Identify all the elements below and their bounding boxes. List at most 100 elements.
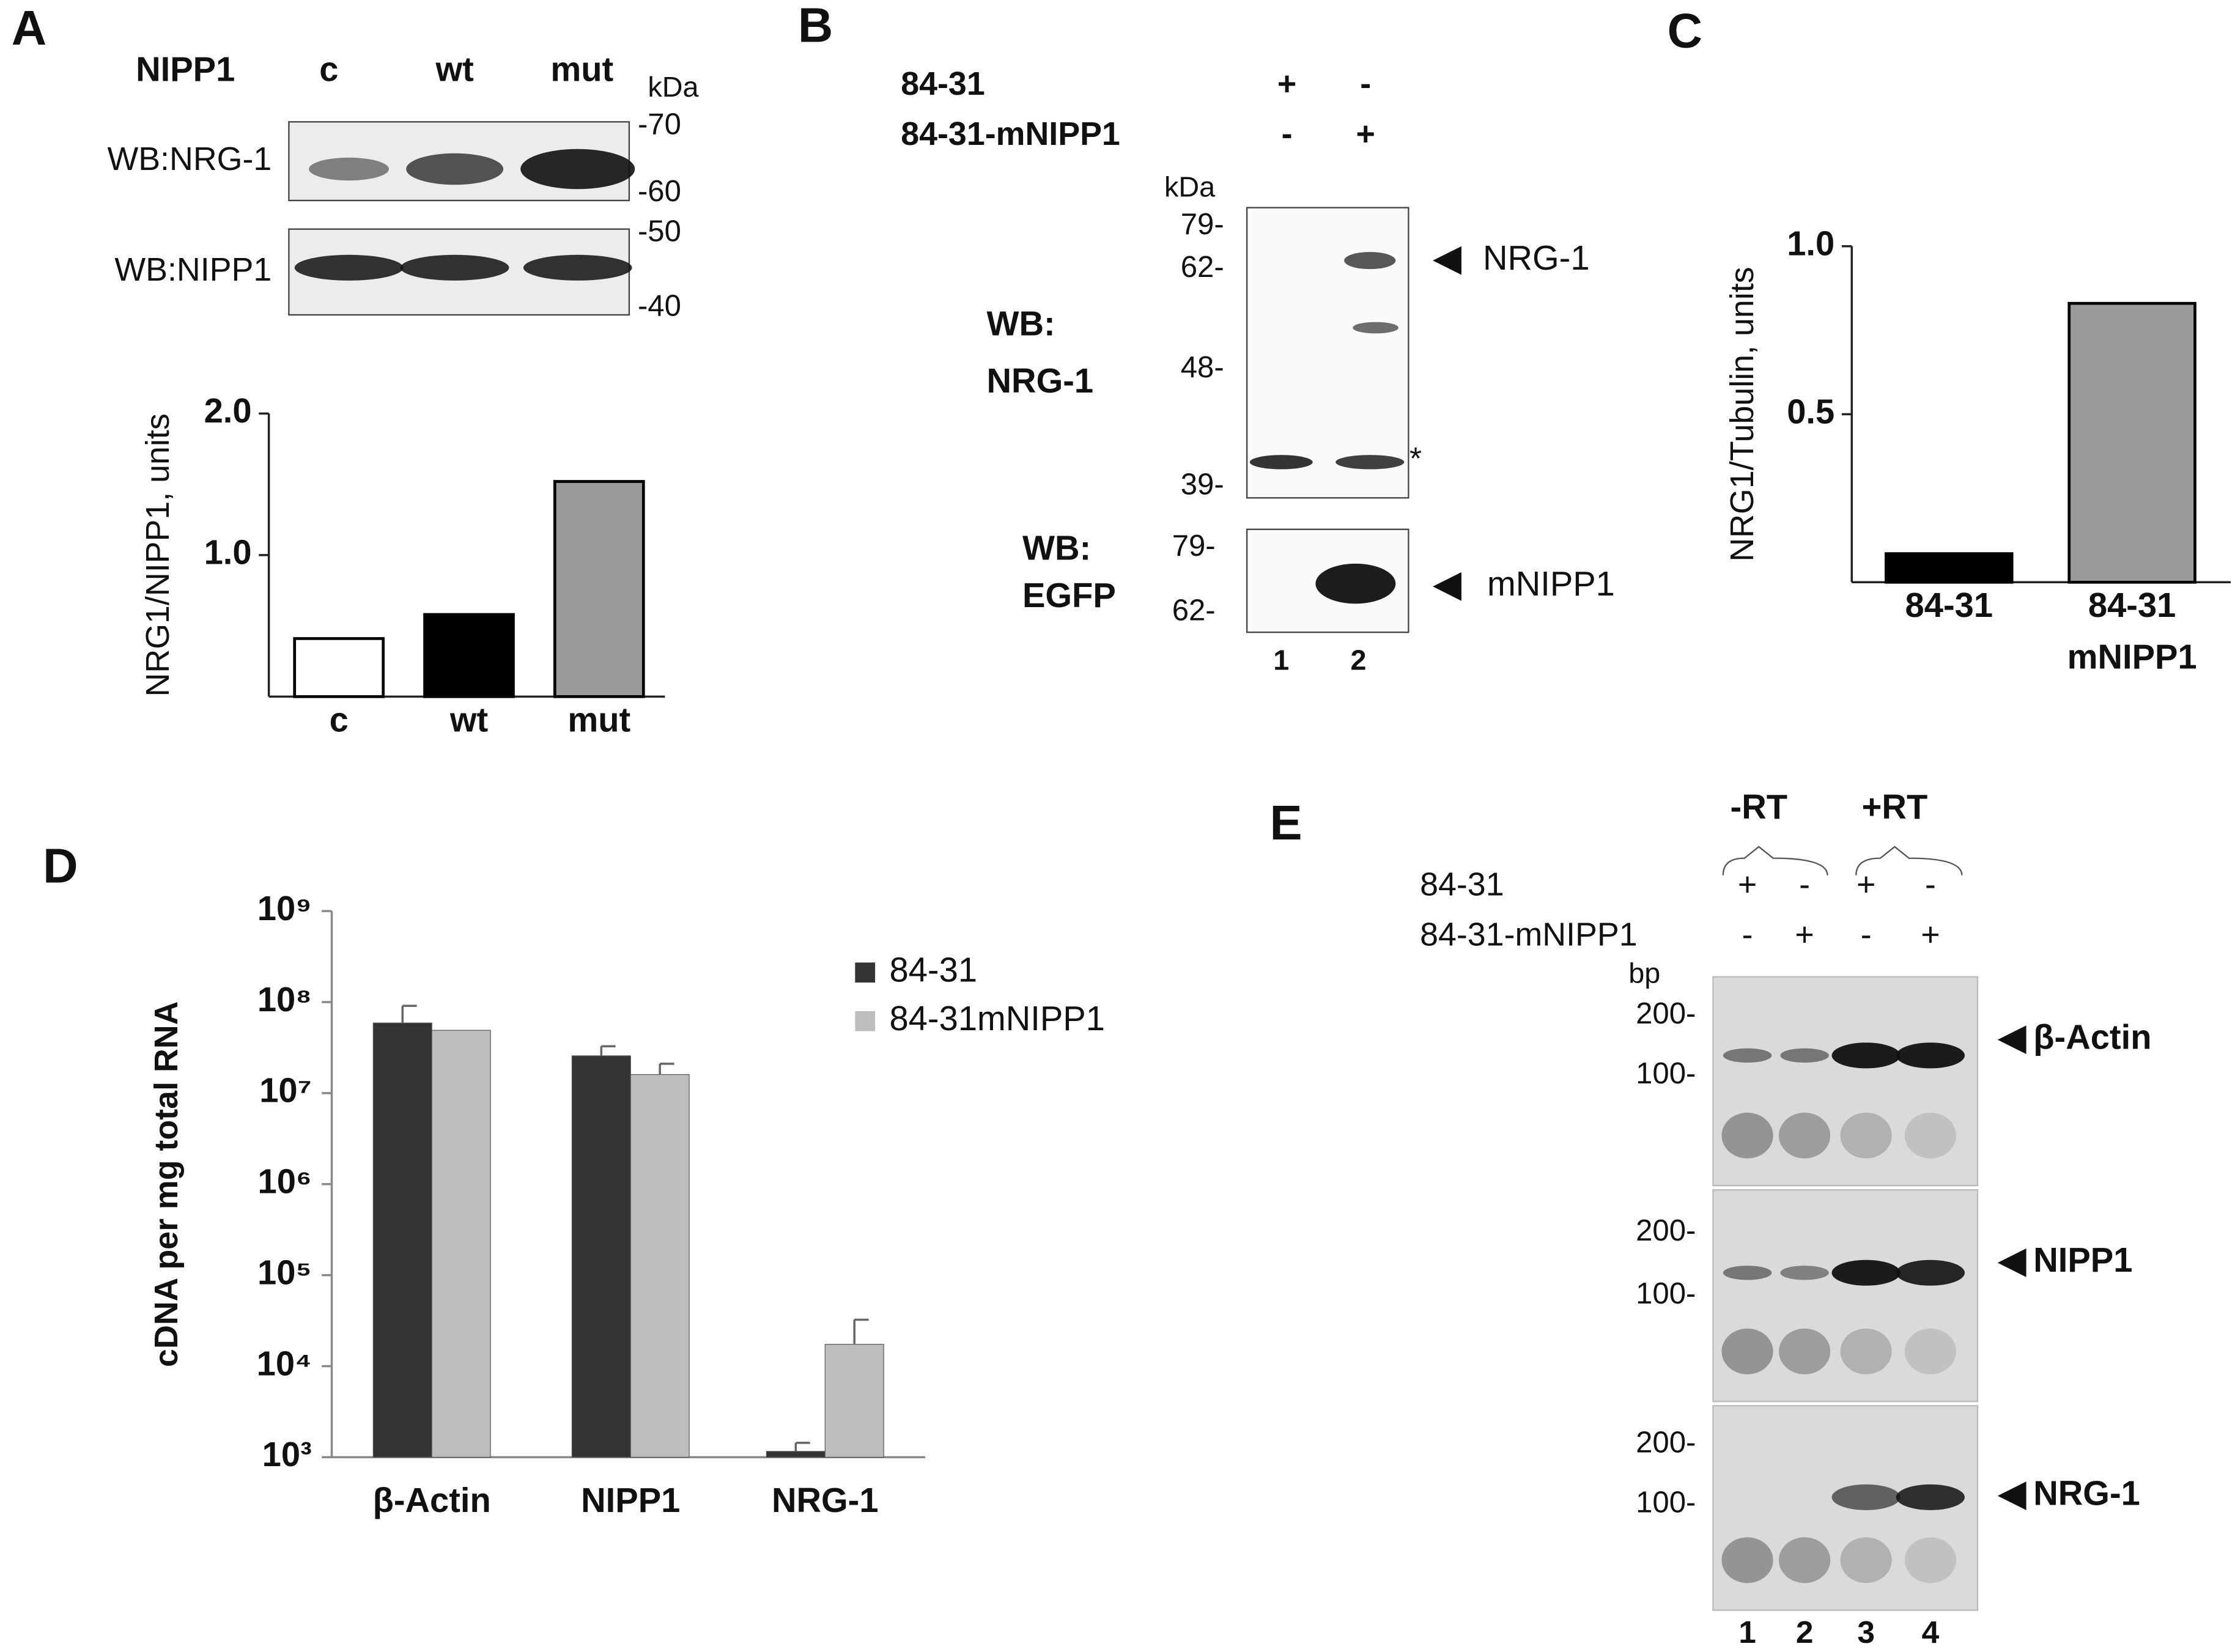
primer-dimer xyxy=(1779,1112,1831,1159)
row-label: 84-31-mNIPP1 xyxy=(1420,916,1638,953)
sign: - xyxy=(1742,916,1753,953)
marker-label: 48- xyxy=(1181,351,1224,384)
brace xyxy=(1722,846,1828,876)
bar xyxy=(1885,552,2014,584)
legend-swatch xyxy=(855,962,876,983)
panel-letter: A xyxy=(12,1,46,55)
arrow-label: NRG-1 xyxy=(1483,238,1590,277)
band xyxy=(1780,1048,1829,1063)
y-tick-label: 10⁸ xyxy=(257,980,312,1019)
y-tick-label: 10⁴ xyxy=(257,1344,312,1382)
bar xyxy=(824,1344,884,1458)
marker-label: 200- xyxy=(1636,997,1696,1030)
arrow xyxy=(1997,1248,2026,1277)
band xyxy=(1896,1484,1965,1510)
band xyxy=(1896,1042,1965,1069)
marker-label: 79- xyxy=(1172,529,1216,562)
blot-label: EGFP xyxy=(1022,576,1116,614)
error-bar xyxy=(794,1442,810,1451)
error-bar xyxy=(401,1005,417,1023)
bar xyxy=(372,1022,432,1458)
lane-label: 2 xyxy=(1351,644,1367,676)
band xyxy=(1831,1042,1901,1069)
blot-label: WB:NRG-1 xyxy=(107,141,272,177)
error-bar xyxy=(600,1045,616,1056)
marker-label: -60 xyxy=(638,175,681,208)
y-tick-label: 2.0 xyxy=(204,391,252,430)
x-tick-label: NRG-1 xyxy=(772,1481,879,1519)
sign: - xyxy=(1925,866,1936,903)
y-tick-label: 10⁵ xyxy=(257,1253,312,1291)
x-tick-label: wt xyxy=(449,700,488,739)
x-tick-label: β-Actin xyxy=(373,1481,491,1519)
band xyxy=(1315,563,1396,604)
lane-label: 1 xyxy=(1738,1614,1756,1650)
primer-dimer xyxy=(1721,1328,1773,1374)
sign: + xyxy=(1738,866,1757,903)
marker-label: 79- xyxy=(1181,208,1224,241)
bar xyxy=(423,613,515,698)
brace xyxy=(1855,846,1963,876)
y-axis-label: NRG1/Tubulin, units xyxy=(1724,267,1760,561)
legend-swatch xyxy=(855,1011,876,1031)
lane-label: 4 xyxy=(1922,1614,1940,1650)
bar xyxy=(431,1030,491,1458)
band xyxy=(406,153,504,185)
band xyxy=(1831,1259,1901,1286)
marker-label: 100- xyxy=(1636,1486,1696,1519)
band xyxy=(1780,1266,1829,1280)
y-axis-label: NRG1/NIPP1, units xyxy=(139,413,176,696)
lane-label: 3 xyxy=(1857,1614,1875,1650)
y-tick-label: 1.0 xyxy=(1787,224,1834,263)
sign: + xyxy=(1277,65,1296,102)
arrow-label: NRG-1 xyxy=(2033,1473,2140,1512)
unit-label: kDa xyxy=(648,71,698,103)
y-tick-label: 10⁹ xyxy=(257,889,312,927)
x-tick-label: c xyxy=(330,700,349,739)
band xyxy=(1249,455,1313,470)
blot-label: WB:NIPP1 xyxy=(114,251,272,288)
primer-dimer xyxy=(1721,1112,1773,1159)
unit-label: bp xyxy=(1628,957,1660,989)
y-tick-label: 10⁶ xyxy=(258,1162,312,1201)
arrow-label: β-Actin xyxy=(2033,1017,2151,1056)
lane-label: wt xyxy=(435,50,473,88)
marker-label: 100- xyxy=(1636,1057,1696,1090)
y-tick-label: 10⁷ xyxy=(259,1071,312,1110)
blot-label: WB: xyxy=(987,304,1055,343)
band xyxy=(523,254,632,281)
y-axis-label: cDNA per mg total RNA xyxy=(148,1001,185,1367)
sign: - xyxy=(1861,916,1872,953)
error-bar xyxy=(853,1318,869,1344)
sign: - xyxy=(1360,65,1371,102)
band xyxy=(294,254,404,281)
marker-label: 62- xyxy=(1181,251,1224,284)
sign: + xyxy=(1356,116,1375,152)
x-tick-label: mNIPP1 xyxy=(2067,637,2197,676)
lane-label: mut xyxy=(550,50,613,88)
blot-label: NRG-1 xyxy=(987,361,1094,400)
x-tick-label: 84-31 xyxy=(2088,586,2176,624)
primer-dimer xyxy=(1904,1328,1957,1374)
lane-label: c xyxy=(319,50,338,88)
arrow-label: mNIPP1 xyxy=(1487,564,1615,603)
panel-letter: C xyxy=(1668,4,1702,58)
arrow xyxy=(1433,246,1461,275)
primer-dimer xyxy=(1840,1328,1892,1374)
bar xyxy=(293,637,385,698)
band xyxy=(400,254,509,281)
band xyxy=(520,149,635,190)
y-tick-label: 0.5 xyxy=(1787,392,1834,430)
x-tick-label: mut xyxy=(567,700,630,739)
blot-header: NIPP1 xyxy=(136,50,235,88)
blot xyxy=(1246,207,1409,499)
band xyxy=(1831,1484,1901,1510)
blot-label: WB: xyxy=(1022,529,1091,567)
band xyxy=(1896,1259,1965,1286)
band xyxy=(1335,455,1405,470)
primer-dimer xyxy=(1721,1537,1773,1584)
marker-label: -70 xyxy=(638,108,681,141)
primer-dimer xyxy=(1840,1537,1892,1584)
